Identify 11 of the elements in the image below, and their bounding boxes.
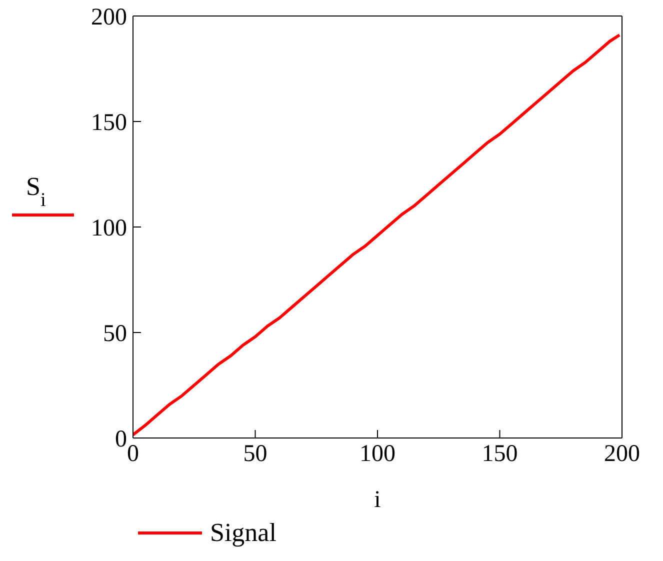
y-tick-label: 50 (103, 321, 127, 348)
x-tick-label: 150 (482, 441, 518, 468)
y-tick-label: 100 (91, 216, 127, 242)
y-tick-label: 150 (91, 110, 127, 136)
y-tick-label: 200 (91, 4, 127, 31)
x-tick-label: 200 (604, 441, 640, 468)
legend-label: Signal (210, 518, 276, 548)
x-axis-title: i (374, 487, 382, 514)
x-tick-label: 100 (360, 441, 396, 468)
x-tick-label: 50 (243, 441, 268, 468)
y-axis-title: S$_{i}$ (26, 172, 47, 210)
